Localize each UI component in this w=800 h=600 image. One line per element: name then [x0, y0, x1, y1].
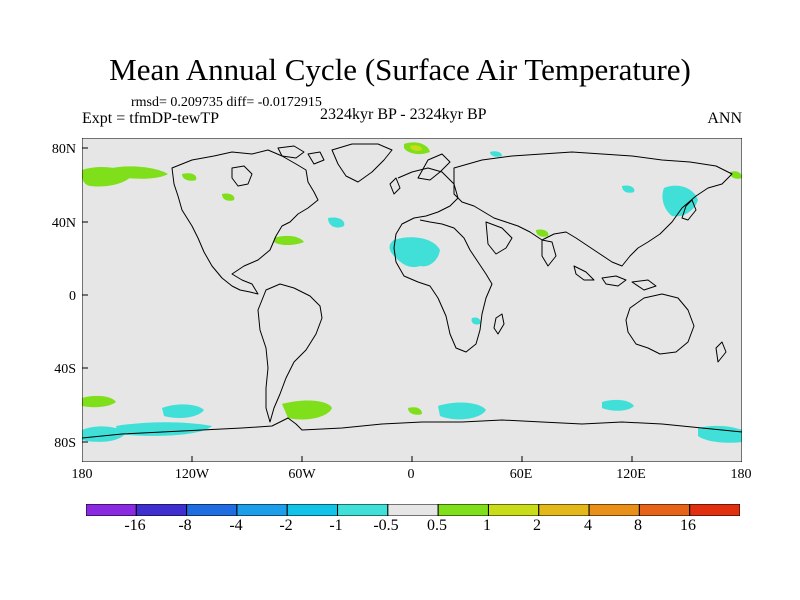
colorbar-label: -16 [124, 517, 146, 534]
lon-label: 60E [509, 467, 533, 482]
anomaly-patch [328, 217, 345, 228]
coast-asia [453, 151, 733, 267]
coast-antarctica [82, 417, 742, 439]
cool-anomaly-patches [82, 151, 742, 443]
anomaly-patch [408, 407, 422, 415]
coast-south-america [257, 283, 323, 423]
coast-india [541, 239, 557, 267]
colorbar-label: -4 [229, 517, 243, 534]
coast-arctic-island [307, 151, 325, 165]
colorbar-label: -8 [178, 517, 192, 534]
coast-arabia [485, 221, 513, 255]
colorbar-swatch [487, 504, 540, 516]
colorbar-label: 1 [483, 517, 491, 534]
colorbar-swatch [387, 504, 439, 516]
anomaly-patch [82, 426, 126, 442]
anomaly-patch [622, 185, 635, 193]
stats-text: rmsd= 0.209735 diff= -0.0172915 [131, 95, 322, 110]
coast-scandinavia [417, 153, 451, 181]
colorbar-swatch [437, 504, 489, 516]
coast-new-zealand [715, 341, 727, 363]
coast-madagascar [493, 313, 505, 335]
lon-label: 180 [71, 467, 93, 482]
coast-greenland [331, 143, 393, 183]
anomaly-patch [698, 425, 742, 443]
colorbar-label: 0.5 [427, 517, 447, 534]
anomaly-patch [662, 185, 698, 217]
coast-japan [681, 199, 697, 221]
anomaly-patch [222, 193, 235, 201]
lat-label: 80N [51, 142, 76, 157]
colorbar-swatch [286, 504, 339, 516]
coastlines [82, 143, 742, 439]
colorbar-label: 4 [584, 517, 592, 534]
anomaly-patch [602, 399, 634, 411]
colorbar-swatch [186, 504, 238, 516]
hot-anomaly-patches [410, 145, 422, 151]
coast-north-america [171, 149, 319, 295]
colorbar-swatch [588, 504, 640, 516]
colorbar [86, 504, 740, 516]
anomaly-patch [471, 317, 481, 325]
lon-label: 60W [288, 467, 316, 482]
colorbar-swatch [538, 504, 590, 516]
colorbar-swatch [689, 504, 740, 516]
colorbar-label: -1 [329, 517, 343, 534]
lat-label: 0 [69, 289, 76, 304]
anomaly-patch [410, 145, 422, 151]
anomaly-patch [274, 235, 304, 245]
lon-label: 0 [407, 467, 415, 482]
colorbar-label: 16 [680, 517, 696, 534]
lat-label: 80S [54, 436, 76, 451]
coast-sumatra [573, 265, 595, 281]
plot-title: Mean Annual Cycle (Surface Air Temperatu… [109, 52, 691, 87]
colorbar-swatch [236, 504, 288, 516]
lon-label: 180 [730, 467, 752, 482]
anomaly-patch [282, 400, 332, 420]
coast-indonesia [601, 275, 627, 287]
anomaly-patch [490, 151, 502, 157]
period-label: 2324kyr BP - 2324kyr BP [320, 106, 487, 123]
colorbar-swatch [86, 504, 137, 516]
anomaly-patch [112, 166, 168, 179]
anomaly-patch [82, 395, 116, 408]
colorbar-swatch [135, 504, 188, 516]
coast-uk [389, 177, 401, 195]
lat-label: 40S [54, 362, 76, 377]
colorbar-label: 8 [634, 517, 642, 534]
coast-arctic-island [277, 145, 305, 159]
lon-label: 120W [174, 467, 210, 482]
world-map [82, 138, 742, 462]
experiment-label: Expt = tfmDP-tewTP [82, 110, 220, 127]
coast-new-guinea [631, 279, 657, 291]
colorbar-swatch [638, 504, 691, 516]
coast-australia [625, 293, 695, 355]
lat-label: 40N [51, 216, 76, 231]
season-label: ANN [707, 110, 742, 127]
anomaly-patch [162, 404, 204, 418]
anomaly-patch [389, 237, 440, 268]
colorbar-label: -0.5 [373, 517, 399, 534]
coast-europe-africa [393, 167, 493, 353]
axis-ticks [82, 147, 742, 462]
anomaly-patch [730, 171, 742, 179]
colorbar-swatch [337, 504, 389, 516]
coast-hudson-bay [231, 165, 253, 187]
anomaly-patch [438, 402, 486, 420]
colorbar-label: 2 [533, 517, 541, 534]
anomaly-patch [182, 173, 197, 181]
anomaly-patch [116, 422, 212, 436]
warm-anomaly-patches [82, 142, 742, 420]
anomaly-patch [536, 229, 549, 237]
colorbar-label: -2 [279, 517, 293, 534]
lon-label: 120E [616, 467, 646, 482]
